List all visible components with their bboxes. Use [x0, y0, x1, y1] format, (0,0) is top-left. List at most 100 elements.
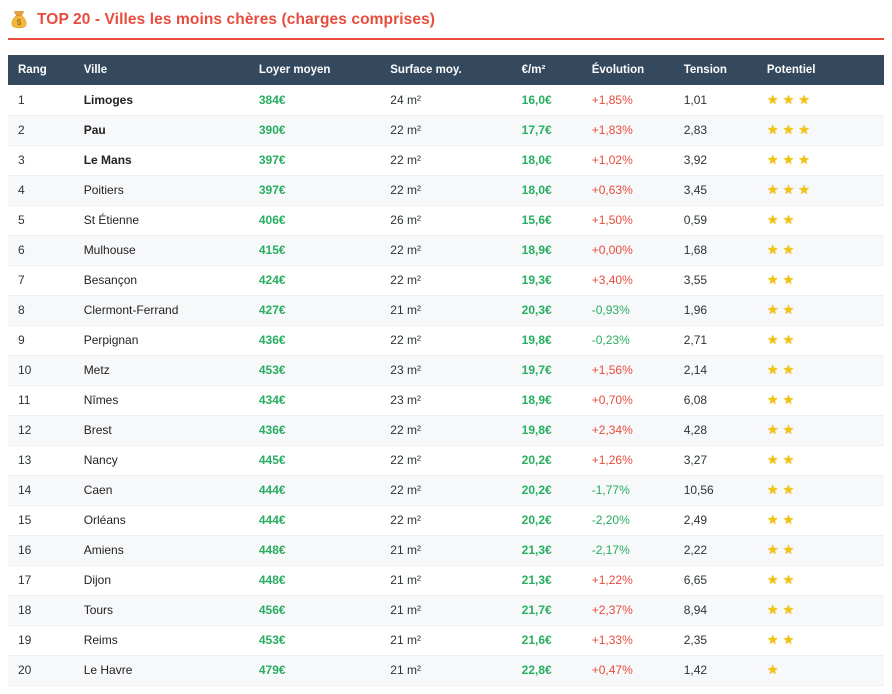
potential-stars-cell: ★★ [756, 265, 884, 296]
price-m2-cell: 15,6€ [511, 205, 582, 236]
potential-stars-cell: ★★★ [756, 145, 884, 176]
rent-cell: 427€ [248, 295, 381, 326]
star-icon: ★ [798, 122, 814, 137]
table-row: 18 Tours 456€ 21 m² 21,7€ +2,37% 8,94 ★★ [8, 595, 884, 626]
surface-cell: 21 m² [380, 535, 512, 566]
star-icon: ★ [782, 512, 799, 527]
surface-cell: 22 m² [380, 505, 512, 536]
surface-cell: 21 m² [380, 295, 512, 326]
price-m2-cell: 19,8€ [511, 415, 582, 446]
city-cell: Amiens [73, 535, 249, 566]
star-icon: ★ [782, 362, 799, 377]
star-icon: ★ [766, 632, 783, 647]
price-m2-cell: 17,7€ [511, 115, 582, 146]
star-icon: ★ [782, 122, 799, 137]
tension-cell: 3,45 [673, 175, 757, 206]
star-icon: ★ [782, 542, 799, 557]
rank-cell: 1 [8, 85, 74, 116]
price-m2-cell: 19,3€ [511, 265, 582, 296]
column-header-prix-m2: €/m² [511, 55, 582, 85]
tension-cell: 3,92 [673, 145, 757, 176]
surface-cell: 22 m² [380, 415, 512, 446]
star-icon: ★ [766, 152, 783, 167]
column-header-rang: Rang [8, 55, 74, 85]
rent-cell: 424€ [248, 265, 381, 296]
price-m2-cell: 19,8€ [511, 325, 582, 356]
rent-cell: 397€ [248, 145, 381, 176]
price-m2-cell: 22,8€ [511, 655, 582, 686]
table-row: 17 Dijon 448€ 21 m² 21,3€ +1,22% 6,65 ★★ [8, 565, 884, 596]
table-row: 1 Limoges 384€ 24 m² 16,0€ +1,85% 1,01 ★★★ [8, 85, 884, 116]
evolution-cell: +1,56% [581, 355, 674, 386]
star-icon: ★ [782, 452, 799, 467]
star-icon: ★ [766, 302, 783, 317]
page-title-bar: $ TOP 20 - Villes les moins chères (char… [8, 6, 884, 40]
table-row: 3 Le Mans 397€ 22 m² 18,0€ +1,02% 3,92 ★★★ [8, 145, 884, 176]
city-cell: Mulhouse [73, 235, 249, 266]
price-m2-cell: 18,9€ [511, 385, 582, 416]
evolution-cell: +0,00% [581, 235, 674, 266]
surface-cell: 22 m² [380, 175, 512, 206]
rent-cell: 444€ [248, 475, 381, 506]
table-body: 1 Limoges 384€ 24 m² 16,0€ +1,85% 1,01 ★★★ 2 Pau 3… [8, 85, 884, 686]
price-m2-cell: 21,3€ [511, 535, 582, 566]
price-m2-cell: 20,3€ [511, 295, 582, 326]
rank-cell: 8 [8, 295, 74, 326]
rank-cell: 9 [8, 325, 74, 356]
potential-stars-cell: ★★ [756, 475, 884, 506]
evolution-cell: +3,40% [581, 265, 674, 296]
surface-cell: 23 m² [380, 355, 512, 386]
evolution-cell: +0,47% [581, 655, 674, 686]
city-cell: Orléans [73, 505, 249, 536]
table-row: 11 Nîmes 434€ 23 m² 18,9€ +0,70% 6,08 ★★ [8, 385, 884, 416]
surface-cell: 22 m² [380, 325, 512, 356]
potential-stars-cell: ★★ [756, 355, 884, 386]
price-m2-cell: 20,2€ [511, 445, 582, 476]
star-icon: ★ [782, 602, 799, 617]
tension-cell: 6,08 [673, 385, 757, 416]
tension-cell: 6,65 [673, 565, 757, 596]
star-icon: ★ [766, 122, 783, 137]
star-icon: ★ [766, 91, 783, 107]
tension-cell: 1,96 [673, 295, 757, 326]
tension-cell: 0,59 [673, 205, 757, 236]
city-cell: Tours [73, 595, 249, 626]
surface-cell: 21 m² [380, 565, 512, 596]
evolution-cell: -1,77% [581, 475, 674, 506]
surface-cell: 22 m² [380, 145, 512, 176]
star-icon: ★ [782, 572, 799, 587]
evolution-cell: +1,02% [581, 145, 674, 176]
star-icon: ★ [766, 512, 783, 527]
rent-cell: 384€ [248, 85, 381, 116]
city-cell: Dijon [73, 565, 249, 596]
surface-cell: 26 m² [380, 205, 512, 236]
star-icon: ★ [782, 302, 799, 317]
table-row: 19 Reims 453€ 21 m² 21,6€ +1,33% 2,35 ★★ [8, 625, 884, 656]
table-row: 20 Le Havre 479€ 21 m² 22,8€ +0,47% 1,42 ★ [8, 655, 884, 686]
potential-stars-cell: ★★ [756, 565, 884, 596]
tension-cell: 2,22 [673, 535, 757, 566]
tension-cell: 2,83 [673, 115, 757, 146]
city-cell: Perpignan [73, 325, 249, 356]
city-cell: Nîmes [73, 385, 249, 416]
rent-cell: 434€ [248, 385, 381, 416]
tension-cell: 3,55 [673, 265, 757, 296]
city-cell: Pau [73, 115, 249, 146]
potential-stars-cell: ★★★ [756, 85, 884, 116]
star-icon: ★ [766, 452, 783, 467]
tension-cell: 10,56 [673, 475, 757, 506]
rank-cell: 4 [8, 175, 74, 206]
tension-cell: 2,35 [673, 625, 757, 656]
price-m2-cell: 18,9€ [511, 235, 582, 266]
money-bag-icon: $ [11, 11, 27, 29]
rank-cell: 20 [8, 655, 74, 686]
rank-cell: 14 [8, 475, 74, 506]
table-row: 5 St Étienne 406€ 26 m² 15,6€ +1,50% 0,59 ★★ [8, 205, 884, 236]
potential-stars-cell: ★★ [756, 535, 884, 566]
evolution-cell: +0,70% [581, 385, 674, 416]
price-m2-cell: 21,7€ [511, 595, 582, 626]
potential-stars-cell: ★★ [756, 235, 884, 266]
rank-cell: 7 [8, 265, 74, 296]
surface-cell: 21 m² [380, 625, 512, 656]
table-row: 14 Caen 444€ 22 m² 20,2€ -1,77% 10,56 ★★ [8, 475, 884, 506]
